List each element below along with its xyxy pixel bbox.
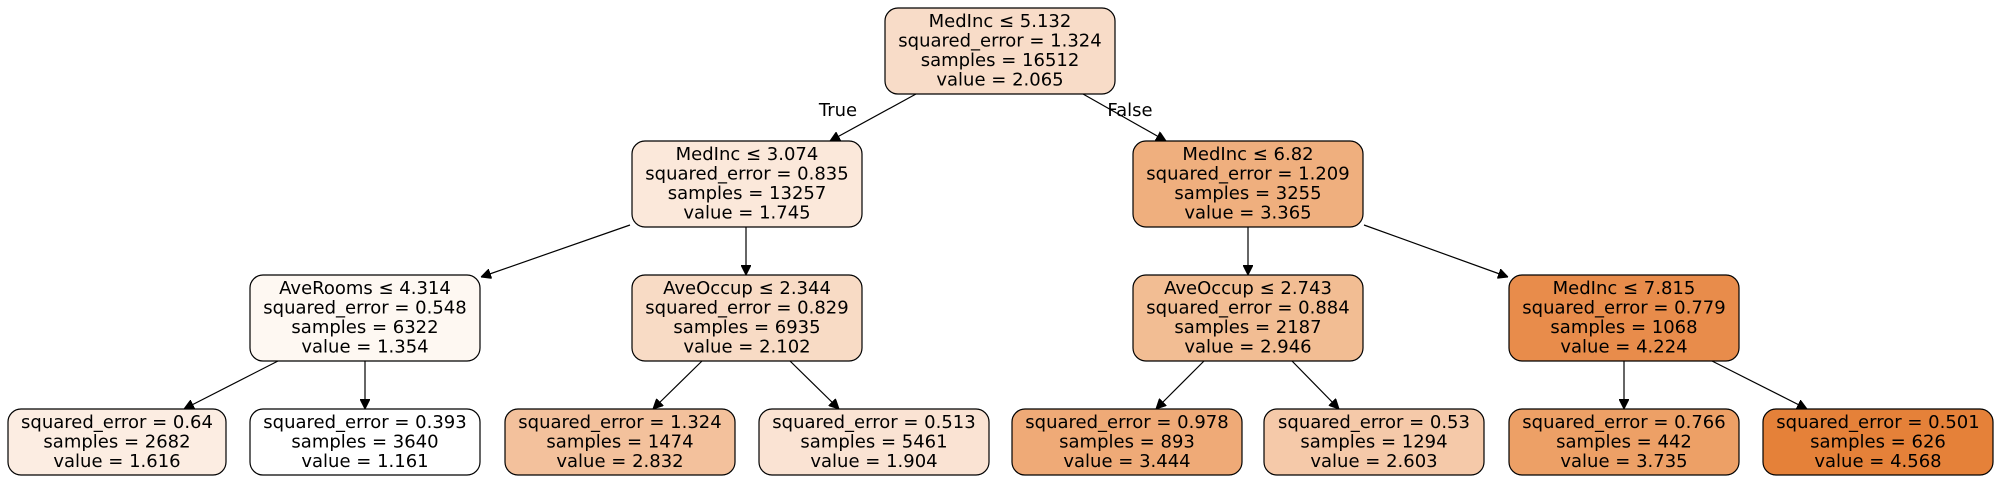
node-box (1762, 408, 1994, 476)
node-line: value = 2.832 (556, 451, 683, 472)
edge-label-false: False (1107, 100, 1152, 121)
node-line: value = 2.102 (683, 337, 810, 358)
tree-edge-n5-n12 (1291, 360, 1339, 409)
node-line: value = 3.365 (1184, 203, 1311, 224)
node-line: squared_error = 1.324 (518, 412, 721, 433)
node-line: MedInc ≤ 5.132 (929, 11, 1072, 32)
node-line: value = 1.745 (683, 203, 810, 224)
node-line: samples = 2682 (43, 431, 190, 452)
node-line: squared_error = 0.53 (1278, 412, 1470, 433)
node-line: samples = 3255 (1174, 183, 1321, 204)
node-line: samples = 13257 (668, 183, 827, 204)
node-line: samples = 6322 (291, 317, 438, 338)
node-line: squared_error = 0.978 (1025, 412, 1228, 433)
node-line: value = 1.161 (301, 451, 428, 472)
node-box (1508, 274, 1740, 362)
node-line: value = 3.444 (1063, 451, 1190, 472)
node-line: samples = 2187 (1174, 317, 1321, 338)
node-line: samples = 1068 (1550, 317, 1697, 338)
node-box (249, 274, 481, 362)
node-box (631, 140, 863, 228)
node-line: value = 1.904 (810, 451, 937, 472)
node-line: AveRooms ≤ 4.314 (279, 278, 451, 299)
node-line: squared_error = 0.548 (263, 298, 466, 319)
tree-edge-n2-n6 (1363, 224, 1508, 277)
node-box (1263, 408, 1485, 476)
node-line: AveOccup ≤ 2.743 (1164, 278, 1332, 299)
node-box (1132, 140, 1364, 228)
edge-label-true: True (818, 100, 857, 121)
node-line: samples = 893 (1059, 431, 1195, 452)
node-line: samples = 626 (1810, 431, 1946, 452)
node-line: squared_error = 0.766 (1522, 412, 1725, 433)
node-line: samples = 6935 (673, 317, 820, 338)
node-line: value = 4.568 (1814, 451, 1941, 472)
edges-layer (184, 93, 1807, 410)
edge-labels-layer: True False (818, 100, 1153, 121)
node-line: squared_error = 0.393 (263, 412, 466, 433)
node-line: samples = 5461 (800, 431, 947, 452)
node-line: MedInc ≤ 6.82 (1182, 144, 1313, 165)
node-line: samples = 442 (1556, 431, 1692, 452)
node-line: value = 2.946 (1184, 337, 1311, 358)
node-line: samples = 3640 (291, 431, 438, 452)
node-line: squared_error = 0.64 (21, 412, 213, 433)
node-line: value = 3.735 (1560, 451, 1687, 472)
node-line: squared_error = 0.884 (1146, 298, 1349, 319)
node-line: samples = 1474 (546, 431, 693, 452)
node-line: squared_error = 0.779 (1522, 298, 1725, 319)
node-line: squared_error = 0.501 (1776, 412, 1979, 433)
node-line: squared_error = 0.829 (645, 298, 848, 319)
node-line: samples = 1294 (1300, 431, 1447, 452)
node-line: value = 1.354 (301, 337, 428, 358)
node-line: squared_error = 1.324 (898, 31, 1101, 52)
node-line: MedInc ≤ 7.815 (1553, 278, 1696, 299)
node-line: squared_error = 0.835 (645, 164, 848, 185)
tree-edge-n6-n14 (1711, 360, 1807, 410)
tree-edge-n1-n3 (481, 224, 631, 277)
tree-edge-n0-n1 (830, 93, 917, 141)
node-line: value = 1.616 (53, 451, 180, 472)
node-box (249, 408, 481, 476)
node-line: AveOccup ≤ 2.344 (663, 278, 831, 299)
node-line: value = 2.065 (936, 70, 1063, 91)
node-box (1132, 274, 1364, 362)
tree-edge-n4-n10 (789, 360, 839, 409)
node-line: value = 2.603 (1310, 451, 1437, 472)
node-box (758, 408, 990, 476)
tree-edge-n3-n7 (184, 360, 279, 410)
node-line: squared_error = 0.513 (772, 412, 975, 433)
node-box (631, 274, 863, 362)
node-box (504, 408, 736, 476)
node-line: squared_error = 1.209 (1146, 164, 1349, 185)
node-line: value = 4.224 (1560, 337, 1687, 358)
tree-edge-n4-n9 (653, 360, 703, 409)
node-line: MedInc ≤ 3.074 (676, 144, 819, 165)
node-line: samples = 16512 (921, 50, 1080, 71)
tree-edge-n5-n11 (1156, 360, 1205, 409)
node-box (884, 7, 1116, 95)
node-box (1011, 408, 1243, 476)
node-box (1508, 408, 1740, 476)
node-box (7, 408, 227, 476)
tree-edge-n0-n2 (1082, 93, 1166, 141)
